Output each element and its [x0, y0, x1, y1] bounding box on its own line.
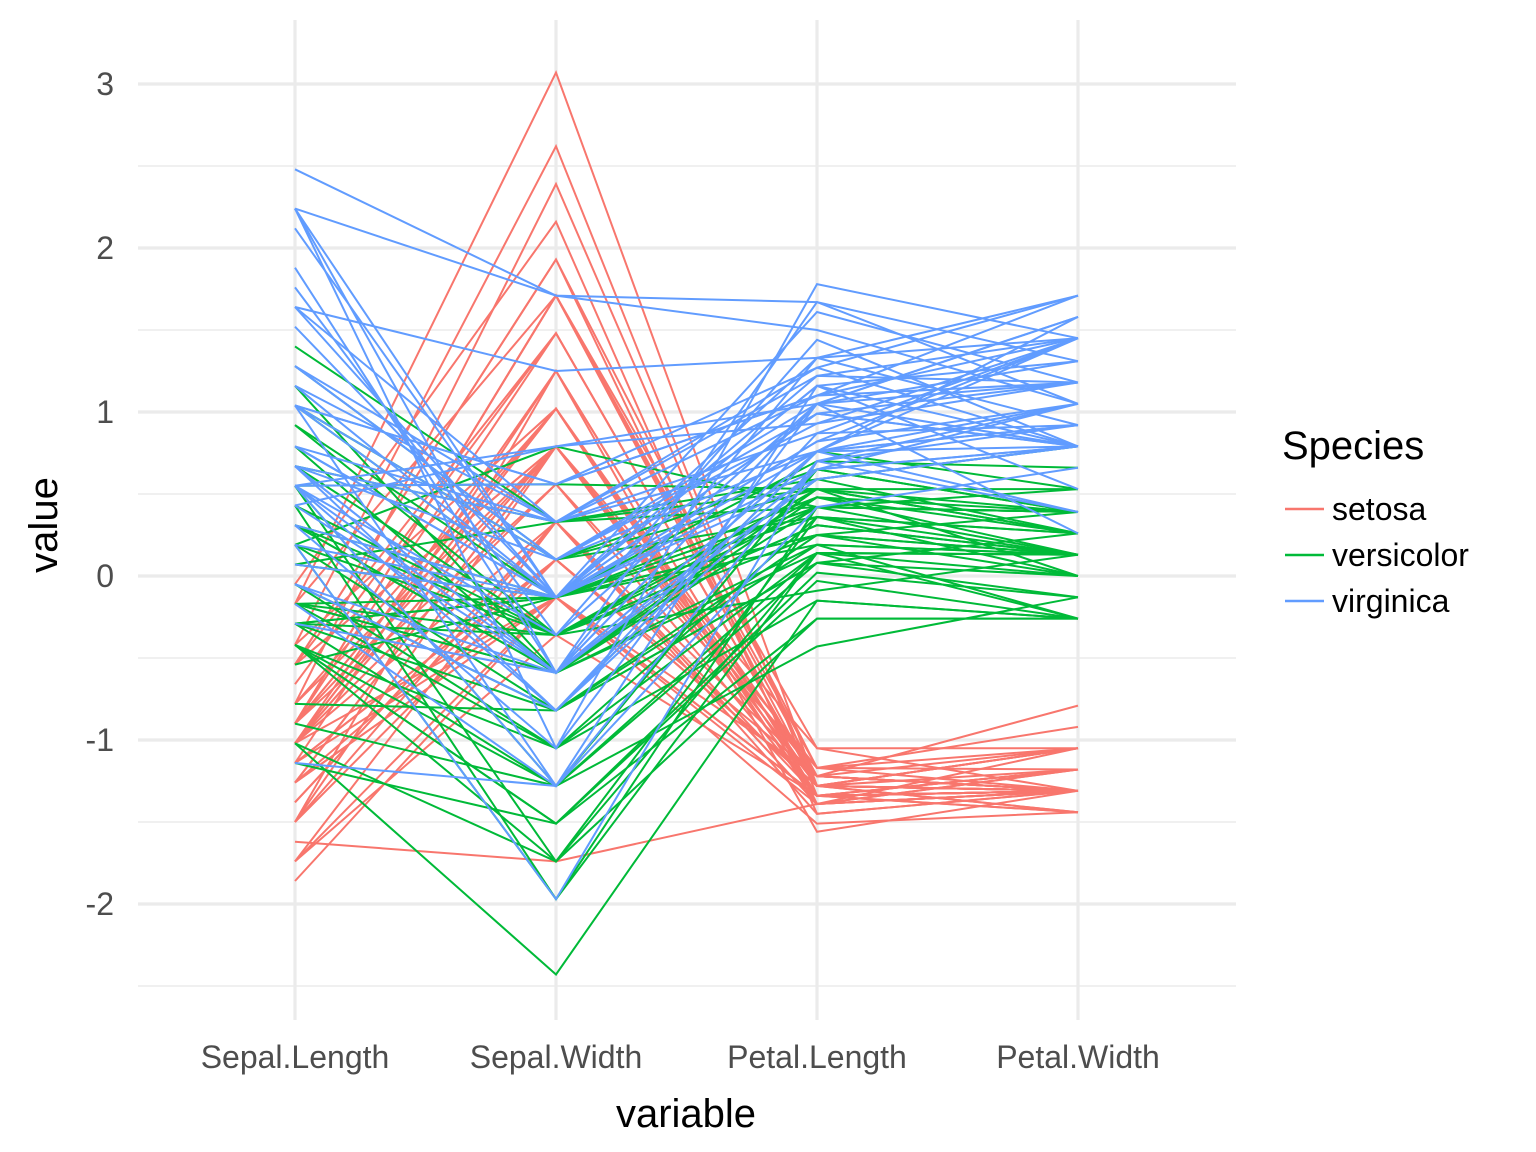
x-tick-label: Sepal.Width [470, 1039, 643, 1075]
series-line-versicolor [294, 599, 1079, 976]
legend-title: Species [1282, 424, 1424, 468]
legend: Species setosa versicolor virginica [1282, 424, 1469, 619]
series-line-setosa [294, 520, 1079, 863]
series-line-virginica [294, 294, 1079, 373]
series-line-setosa [294, 331, 1079, 792]
series-line-virginica [294, 445, 1079, 599]
y-tick-label: 0 [96, 558, 114, 594]
series-line-virginica [294, 424, 1079, 788]
series-line-virginica [294, 315, 1079, 561]
x-tick-label: Sepal.Length [201, 1039, 390, 1075]
x-tick-label: Petal.Length [727, 1039, 907, 1075]
series-line-virginica [294, 450, 1079, 675]
series-line-setosa [294, 595, 1079, 882]
series-line-versicolor [294, 579, 1079, 825]
legend-label-virginica: virginica [1332, 583, 1450, 619]
y-tick-label: 1 [96, 394, 114, 430]
series-line-versicolor [294, 424, 1079, 599]
series-line-versicolor [294, 617, 1078, 863]
series-line-virginica [294, 424, 1079, 712]
series-line-virginica [294, 337, 1079, 561]
data-lines [294, 69, 1079, 976]
series-line-setosa [294, 520, 1079, 815]
series-line-versicolor [294, 551, 1079, 788]
series-line-setosa [294, 369, 1079, 814]
series-line-virginica [294, 412, 1079, 561]
y-tick-label: 3 [96, 66, 114, 102]
series-line-virginica [294, 460, 1079, 901]
series-line-setosa [294, 407, 1079, 778]
x-tick-label: Petal.Width [996, 1039, 1160, 1075]
series-line-virginica [294, 168, 1079, 405]
series-line-versicolor [294, 543, 1079, 674]
series-line-versicolor [294, 533, 1079, 605]
y-tick-label: -1 [86, 722, 114, 758]
y-tick-label: 2 [96, 230, 114, 266]
series-line-virginica [294, 208, 1079, 599]
legend-label-versicolor: versicolor [1332, 537, 1469, 573]
series-line-virginica [294, 402, 1079, 599]
series-line-virginica [294, 445, 1079, 599]
series-line-virginica [294, 384, 1079, 788]
series-line-virginica [294, 294, 1079, 486]
series-line-versicolor [294, 515, 1079, 750]
series-line-virginica [294, 337, 1079, 524]
x-axis-title: variable [616, 1092, 756, 1136]
grid-lines [138, 20, 1236, 1020]
series-virginica [294, 168, 1079, 901]
x-tick-labels: Sepal.Length Sepal.Width Petal.Length Petal… [201, 1039, 1160, 1075]
y-tick-label: -2 [86, 886, 114, 922]
series-line-versicolor [294, 506, 1079, 666]
series-line-versicolor [294, 596, 1079, 787]
series-line-versicolor [294, 599, 1079, 750]
series-line-virginica [294, 207, 1079, 363]
series-line-setosa [294, 768, 1079, 863]
series-line-virginica [294, 267, 1079, 675]
series-line-versicolor [294, 485, 1079, 864]
series-line-virginica [294, 306, 1079, 524]
legend-label-setosa: setosa [1332, 491, 1426, 527]
y-axis-title: value [22, 477, 66, 573]
series-line-virginica [294, 337, 1079, 507]
series-line-setosa [294, 482, 1079, 797]
y-tick-labels: 3 2 1 0 -1 -2 [86, 66, 114, 922]
series-line-virginica [294, 445, 1079, 599]
